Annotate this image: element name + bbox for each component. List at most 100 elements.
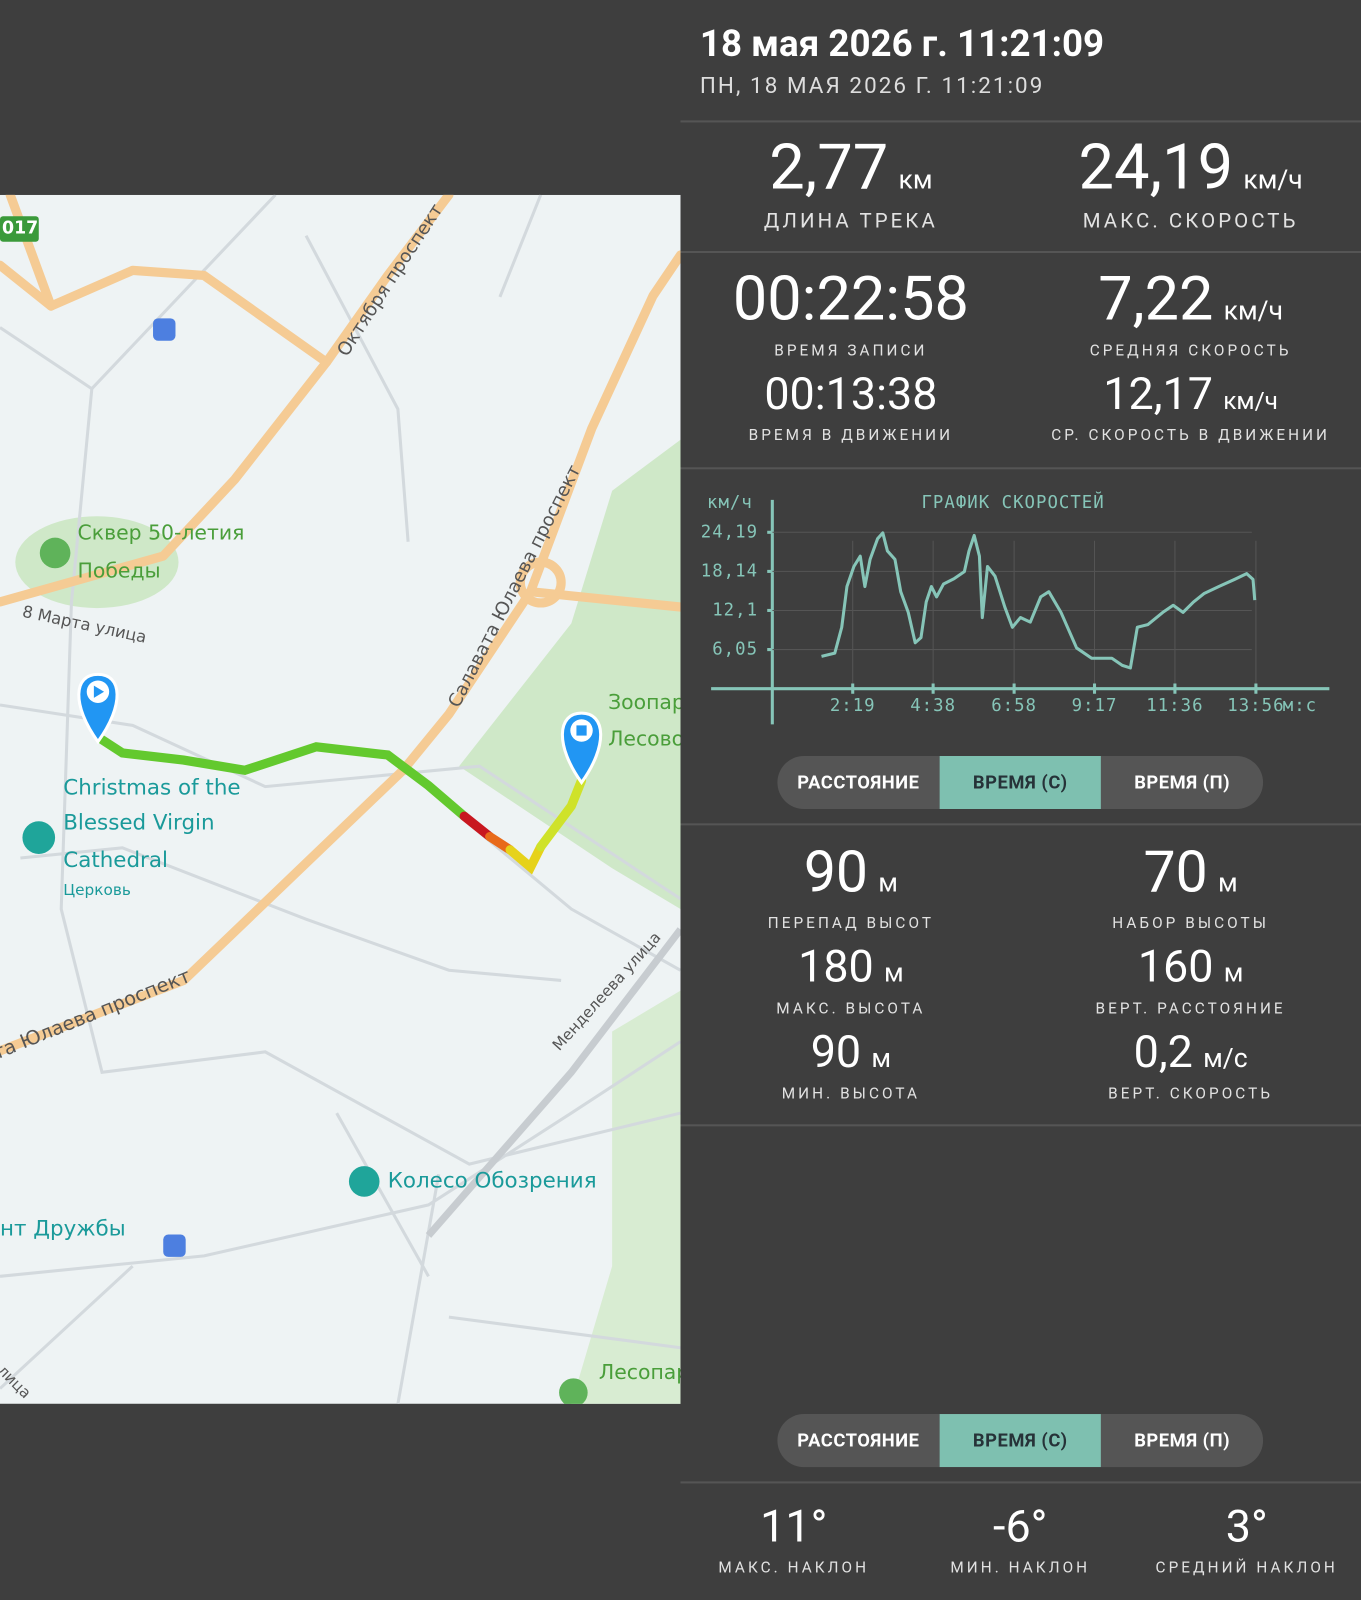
- stat-label: МАКС. ВЫСОТА: [776, 999, 926, 1018]
- stat-label: СРЕДНЯЯ СКОРОСТЬ: [1089, 341, 1292, 360]
- stat-value: 7,22 км/ч: [1098, 268, 1283, 329]
- stat-number: -6°: [993, 1499, 1048, 1553]
- stat-label: НАБОР ВЫСОТЫ: [1112, 913, 1270, 932]
- map-label: Церковь: [63, 881, 131, 899]
- stat-label: МИН. ВЫСОТА: [781, 1084, 921, 1103]
- speed-chart: км/ч ГРАФИК СКОРОСТЕЙ 6,05 12,1 18,14 24,19…: [701, 491, 1330, 725]
- toggle-option[interactable]: РАССТОЯНИЕ: [797, 771, 920, 794]
- stat-number: 160: [1137, 939, 1214, 993]
- transit-icon: [153, 318, 176, 341]
- church-icon: [22, 821, 56, 854]
- x-tick-label: 4:38: [910, 696, 956, 716]
- map-label: Christmas of the: [63, 776, 240, 801]
- stat-number: 0,2: [1133, 1025, 1193, 1079]
- stat-label: МАКС. НАКЛОН: [718, 1558, 870, 1577]
- map-label: Сквер 50-летия: [78, 521, 245, 545]
- stat-unit: км/ч: [1223, 386, 1279, 416]
- divider: [680, 250, 1361, 254]
- park-area: [571, 990, 681, 1404]
- divider: [680, 467, 1361, 470]
- street: [425, 927, 681, 1238]
- stat-number: 7,22: [1098, 262, 1214, 335]
- divider: [680, 823, 1361, 826]
- x-tick-label: 6:58: [991, 696, 1037, 716]
- stat-value: 00:13:38: [764, 371, 937, 416]
- y-tick-label: 24,19: [701, 522, 758, 542]
- x-unit: м:с: [1283, 696, 1317, 716]
- map-label: Blessed Virgin: [63, 810, 214, 835]
- stat-unit: м: [878, 868, 898, 899]
- divider: [680, 1124, 1361, 1127]
- stat-label: МИН. НАКЛОН: [950, 1558, 1091, 1577]
- y-tick-label: 18,14: [701, 561, 758, 581]
- park-icon: [559, 1378, 588, 1404]
- stat-label: ВРЕМЯ ЗАПИСИ: [774, 341, 928, 360]
- stat-number: 00:22:58: [732, 262, 969, 335]
- stat-unit: км/ч: [1243, 165, 1303, 196]
- x-tick-label: 9:17: [1072, 696, 1118, 716]
- x-tick-label: 13:56: [1227, 696, 1284, 716]
- stat-number: 24,19: [1078, 130, 1234, 206]
- divider: [680, 120, 1361, 123]
- stat-unit: м: [871, 1043, 892, 1075]
- stat-value: 70 м: [1144, 844, 1238, 901]
- map-label: Зоопар: [608, 690, 680, 714]
- stat-value: 11°: [760, 1504, 827, 1549]
- stat-number: 180: [798, 939, 874, 993]
- chart-title: ГРАФИК СКОРОСТЕЙ: [921, 491, 1104, 513]
- stat-unit: м: [883, 958, 904, 989]
- speed-line: [821, 531, 1257, 670]
- park-icon: [39, 537, 71, 569]
- stat-unit: м: [1217, 868, 1238, 899]
- toggle-option[interactable]: ВРЕМЯ (С): [939, 755, 1102, 810]
- stat-number: 70: [1143, 838, 1208, 906]
- transit-icon: [163, 1234, 186, 1257]
- map[interactable]: 017 Октября проспект Сквер 50-летия Побе…: [0, 194, 681, 1404]
- divider: [680, 1481, 1361, 1484]
- y-unit: км/ч: [707, 493, 753, 513]
- y-tick-label: 12,1: [712, 600, 758, 620]
- stat-label: СР. СКОРОСТЬ В ДВИЖЕНИИ: [1051, 425, 1331, 445]
- stat-label: ДЛИНА ТРЕКА: [763, 208, 938, 233]
- stat-number: 12,17: [1103, 367, 1213, 421]
- map-label: нт Дружбы: [0, 1216, 126, 1241]
- stat-label: ПЕРЕПАД ВЫСОТ: [767, 913, 935, 932]
- map-label: Лесопар: [599, 1360, 681, 1384]
- stat-unit: м/с: [1203, 1043, 1248, 1075]
- stat-value: 0,2 м/с: [1134, 1029, 1248, 1074]
- stat-unit: км: [898, 165, 933, 196]
- map-label: Cathedral: [63, 848, 168, 873]
- poi-icon: [348, 1166, 380, 1197]
- stat-number: 11°: [760, 1499, 828, 1553]
- stat-label: ВЕРТ. РАССТОЯНИЕ: [1095, 999, 1286, 1018]
- map-label: Лесово: [608, 727, 680, 751]
- stat-number: 2,77: [769, 130, 889, 206]
- stat-unit: м: [1223, 958, 1244, 989]
- stat-number: 90: [810, 1025, 862, 1079]
- toggle-option[interactable]: ВРЕМЯ (С): [939, 1414, 1102, 1468]
- map-label: 017: [2, 219, 38, 239]
- stat-value: 2,77 км: [769, 136, 933, 200]
- stat-value: 12,17 км/ч: [1103, 371, 1278, 416]
- toggle-option[interactable]: ВРЕМЯ (П): [1134, 771, 1231, 794]
- stat-value: 180 м: [798, 944, 904, 989]
- slope-toggle: РАССТОЯНИЕ ВРЕМЯ (С) ВРЕМЯ (П): [777, 1414, 1264, 1468]
- road-badge: [0, 216, 39, 242]
- park-area: [459, 439, 681, 910]
- toggle-option[interactable]: ВРЕМЯ (П): [1134, 1429, 1231, 1452]
- stat-label: СРЕДНИЙ НАКЛОН: [1155, 1558, 1338, 1577]
- stat-value: 160 м: [1138, 944, 1244, 989]
- end-marker[interactable]: [560, 711, 603, 786]
- header-subtitle: ПН, 18 МАЯ 2026 Г. 11:21:09: [699, 73, 1045, 99]
- stat-number: 3°: [1225, 1499, 1268, 1553]
- stat-value: 90 м: [804, 844, 898, 901]
- stat-number: 00:13:38: [764, 367, 938, 421]
- track: [97, 735, 587, 875]
- main-roads: [0, 194, 681, 1056]
- x-tick-label: 2:19: [830, 696, 876, 716]
- stat-value: 24,19 км/ч: [1078, 136, 1303, 200]
- start-marker[interactable]: [77, 672, 119, 745]
- stat-label: МАКС. СКОРОСТЬ: [1082, 208, 1299, 233]
- toggle-option[interactable]: РАССТОЯНИЕ: [797, 1429, 920, 1452]
- stat-value: 00:22:58: [733, 268, 969, 329]
